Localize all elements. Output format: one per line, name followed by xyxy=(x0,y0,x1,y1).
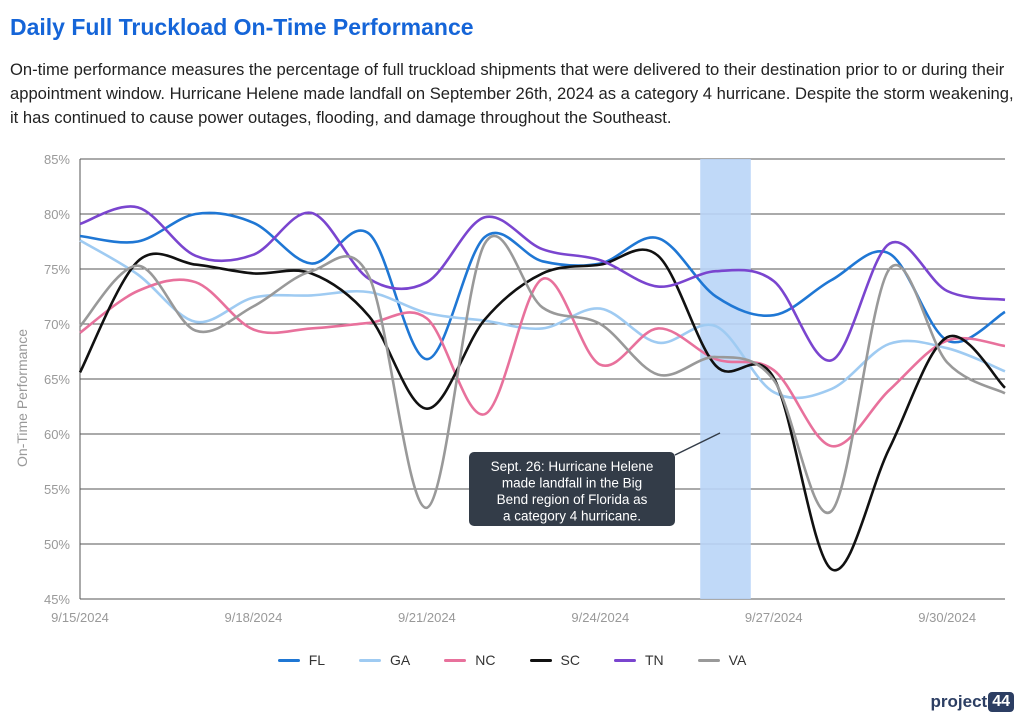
x-tick-label: 9/27/2024 xyxy=(745,610,803,625)
logo-text: project xyxy=(930,692,988,711)
legend-label: FL xyxy=(308,652,326,668)
legend-item-fl: FL xyxy=(277,652,326,668)
y-tick-label: 60% xyxy=(44,427,70,442)
y-tick-label: 65% xyxy=(44,372,70,387)
legend-item-nc: NC xyxy=(444,652,496,668)
gridlines xyxy=(79,158,1005,600)
series-line-sc xyxy=(78,248,1006,572)
legend-label: GA xyxy=(390,652,411,668)
legend-label: VA xyxy=(728,652,747,668)
x-tick-label: 9/24/2024 xyxy=(571,610,629,625)
legend-swatch xyxy=(444,658,467,662)
legend-label: NC xyxy=(475,652,496,668)
series-lines xyxy=(78,205,1006,572)
chart-description: On-time performance measures the percent… xyxy=(10,60,1014,127)
series-line-tn xyxy=(79,205,1006,362)
legend-swatch xyxy=(613,658,636,662)
x-tick-label: 9/21/2024 xyxy=(398,610,456,625)
y-tick-label: 45% xyxy=(44,592,70,607)
y-tick-label: 75% xyxy=(44,262,70,277)
hurricane-annotation: Sept. 26: Hurricane Helene made landfall … xyxy=(469,432,721,526)
legend-label: SC xyxy=(560,652,580,668)
legend-item-ga: GA xyxy=(359,652,410,668)
legend-swatch xyxy=(277,658,300,662)
x-tick-label: 9/15/2024 xyxy=(51,610,109,625)
series-line-fl xyxy=(79,211,1006,361)
y-tick-label: 55% xyxy=(44,482,70,497)
legend-label: TN xyxy=(644,652,664,668)
series-line-ga xyxy=(79,239,1006,400)
legend-swatch xyxy=(697,658,720,662)
x-axis-ticks: 9/15/2024 9/18/2024 9/21/2024 9/24/2024 9/27… xyxy=(51,610,976,625)
y-tick-label: 85% xyxy=(44,152,70,167)
x-tick-label: 9/18/2024 xyxy=(225,610,283,625)
y-tick-label: 70% xyxy=(44,317,70,332)
annotation-text: Sept. 26: Hurricane Helene made landfall … xyxy=(491,459,654,524)
logo-badge: 44 xyxy=(988,692,1014,712)
y-axis-label: On-Time Performance xyxy=(14,329,30,467)
y-axis-ticks: 45% 50% 55% 60% 65% 70% 75% 80% 85% xyxy=(44,152,70,607)
legend-swatch xyxy=(529,658,552,662)
series-line-nc xyxy=(79,277,1006,448)
x-tick-label: 9/30/2024 xyxy=(918,610,976,625)
legend-item-va: VA xyxy=(697,652,747,668)
y-tick-label: 50% xyxy=(44,537,70,552)
legend-swatch xyxy=(359,658,382,662)
y-tick-label: 80% xyxy=(44,207,70,222)
chart-title: Daily Full Truckload On-Time Performance xyxy=(10,14,474,40)
legend-item-sc: SC xyxy=(529,652,580,668)
legend: FL GA NC SC TN VA xyxy=(0,652,1024,668)
project44-logo: project 44 xyxy=(931,692,1014,712)
series-line-va xyxy=(79,234,1006,515)
legend-item-tn: TN xyxy=(613,652,664,668)
landfall-highlight-band xyxy=(700,159,751,599)
